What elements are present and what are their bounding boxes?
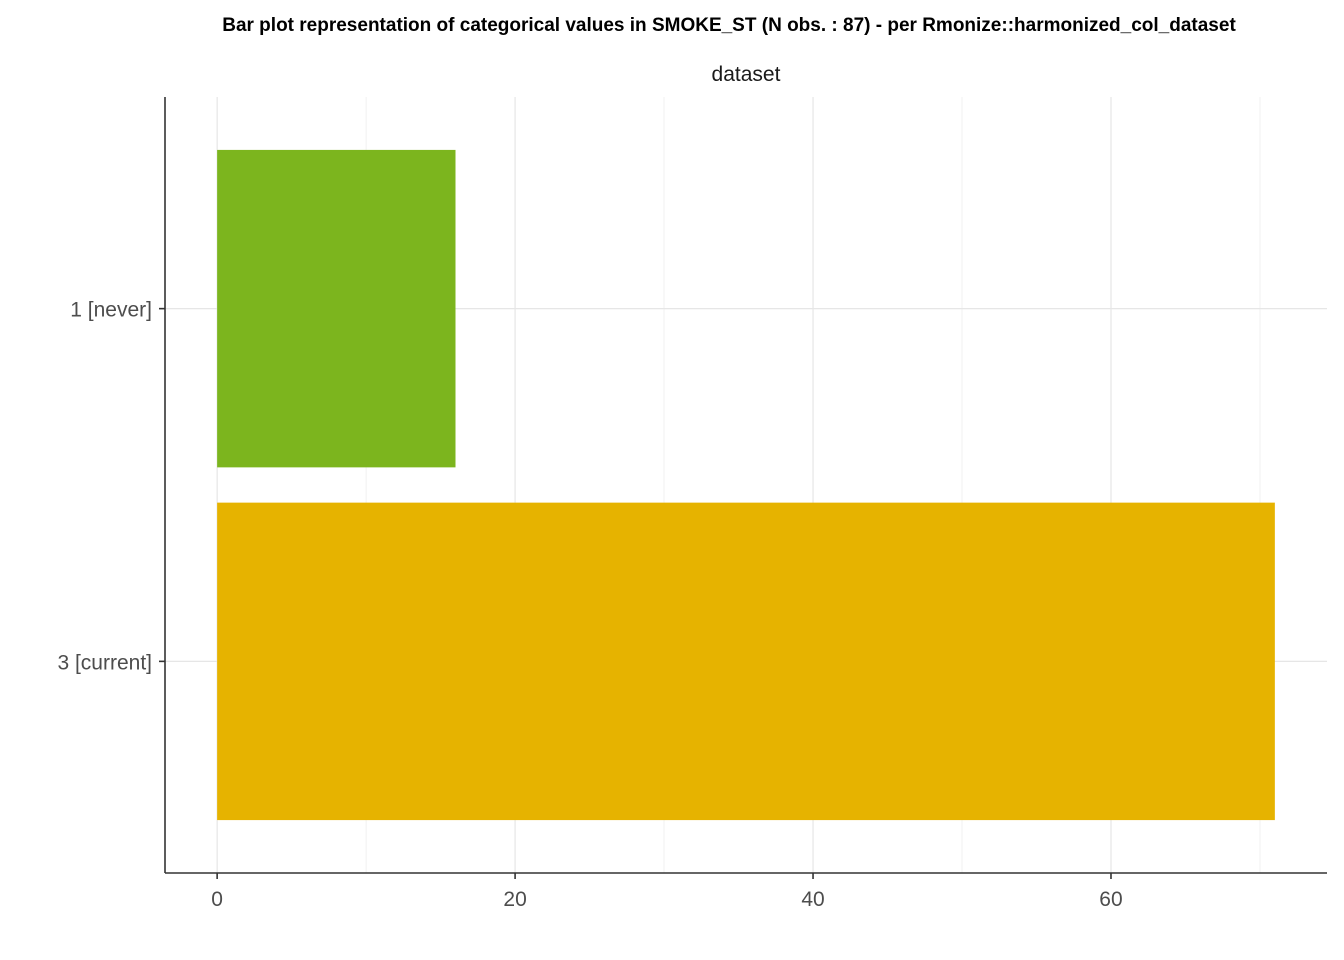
chart-title: Bar plot representation of categorical v… [222,15,1236,36]
x-tick-label: 60 [1099,888,1122,911]
x-tick-label: 40 [801,888,824,911]
x-tick-label: 20 [503,888,526,911]
y-tick-label: 3 [current] [57,651,152,674]
bar [217,502,1275,821]
y-tick-label: 1 [never] [70,299,152,322]
bar [217,149,456,468]
axis-ticks: 0 20 40 60 1 [never] 3 [current] [57,299,1122,911]
bars [217,149,1275,821]
facet-label: dataset [712,63,781,86]
x-tick-label: 0 [211,888,223,911]
